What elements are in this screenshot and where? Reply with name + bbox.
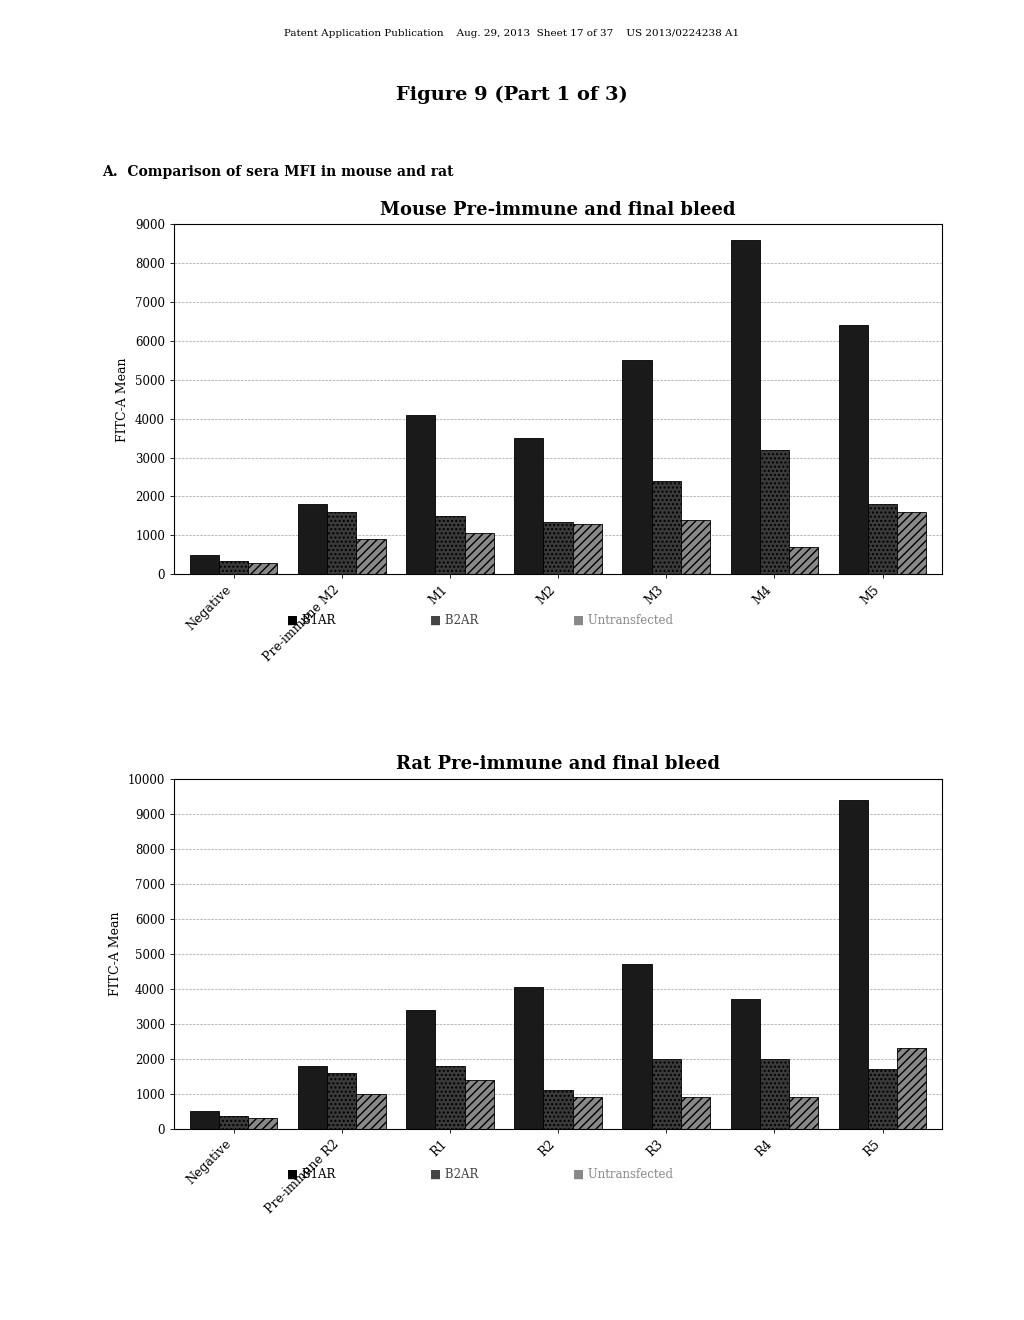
Bar bbox=[248, 1118, 278, 1129]
Bar bbox=[514, 438, 544, 574]
Bar bbox=[327, 1073, 356, 1129]
Bar bbox=[544, 521, 572, 574]
Bar bbox=[189, 554, 219, 574]
Bar bbox=[514, 987, 544, 1129]
Bar bbox=[760, 1059, 790, 1129]
Text: ■ Untransfected: ■ Untransfected bbox=[573, 1168, 674, 1181]
Text: Figure 9 (Part 1 of 3): Figure 9 (Part 1 of 3) bbox=[396, 86, 628, 104]
Bar bbox=[572, 1097, 602, 1129]
Text: ■ Untransfected: ■ Untransfected bbox=[573, 614, 674, 627]
Text: ■ B1AR: ■ B1AR bbox=[287, 614, 335, 627]
Bar bbox=[465, 533, 494, 574]
Bar bbox=[435, 1065, 465, 1129]
Bar bbox=[651, 1059, 681, 1129]
Text: ■ B1AR: ■ B1AR bbox=[287, 1168, 335, 1181]
Bar bbox=[407, 1010, 435, 1129]
Bar bbox=[868, 1069, 897, 1129]
Bar bbox=[681, 520, 710, 574]
Bar bbox=[435, 516, 465, 574]
Bar bbox=[544, 1090, 572, 1129]
Bar bbox=[248, 562, 278, 574]
Bar bbox=[730, 999, 760, 1129]
Bar bbox=[790, 1097, 818, 1129]
Bar bbox=[897, 1048, 927, 1129]
Title: Rat Pre-immune and final bleed: Rat Pre-immune and final bleed bbox=[396, 755, 720, 774]
Bar bbox=[298, 1065, 327, 1129]
Bar bbox=[572, 524, 602, 574]
Bar bbox=[868, 504, 897, 574]
Bar bbox=[839, 326, 868, 574]
Text: ■ B2AR: ■ B2AR bbox=[430, 1168, 478, 1181]
Y-axis label: FITC-A Mean: FITC-A Mean bbox=[117, 356, 129, 442]
Y-axis label: FITC-A Mean: FITC-A Mean bbox=[110, 911, 122, 997]
Bar bbox=[839, 800, 868, 1129]
Bar bbox=[730, 240, 760, 574]
Title: Mouse Pre-immune and final bleed: Mouse Pre-immune and final bleed bbox=[380, 201, 736, 219]
Bar bbox=[790, 546, 818, 574]
Bar bbox=[356, 539, 386, 574]
Bar bbox=[760, 450, 790, 574]
Bar bbox=[219, 1117, 248, 1129]
Bar bbox=[189, 1111, 219, 1129]
Bar bbox=[407, 414, 435, 574]
Bar bbox=[897, 512, 927, 574]
Bar bbox=[298, 504, 327, 574]
Text: ■ B2AR: ■ B2AR bbox=[430, 614, 478, 627]
Bar bbox=[356, 1093, 386, 1129]
Bar bbox=[465, 1080, 494, 1129]
Bar bbox=[623, 360, 651, 574]
Bar bbox=[651, 480, 681, 574]
Bar bbox=[681, 1097, 710, 1129]
Text: Patent Application Publication    Aug. 29, 2013  Sheet 17 of 37    US 2013/02242: Patent Application Publication Aug. 29, … bbox=[285, 29, 739, 38]
Bar bbox=[219, 561, 248, 574]
Bar bbox=[623, 964, 651, 1129]
Bar bbox=[327, 512, 356, 574]
Text: A.  Comparison of sera MFI in mouse and rat: A. Comparison of sera MFI in mouse and r… bbox=[102, 165, 454, 180]
